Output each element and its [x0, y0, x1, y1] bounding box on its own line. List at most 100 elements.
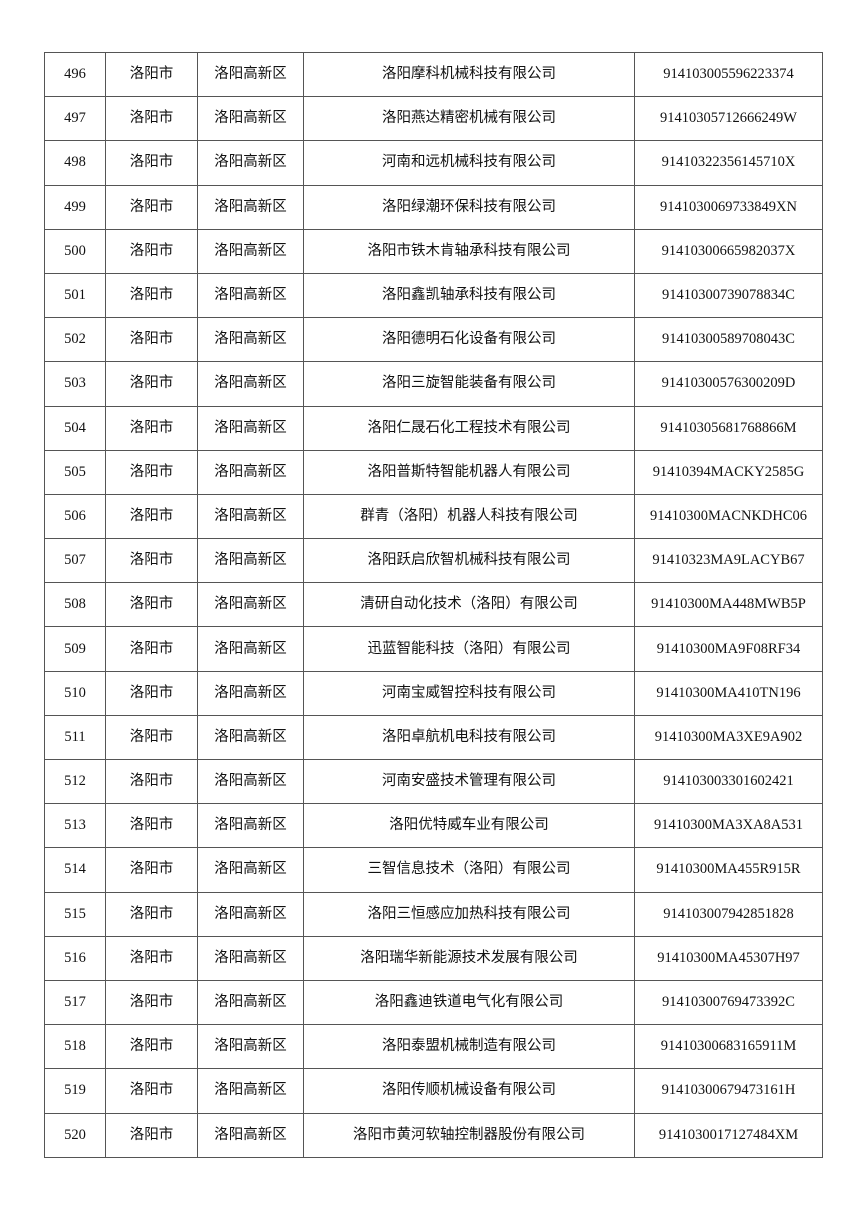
district-cell: 洛阳高新区	[197, 228, 304, 274]
district-cell: 洛阳高新区	[197, 361, 304, 407]
table-row: 518 洛阳市 洛阳高新区 洛阳泰盟机械制造有限公司 91410300683165911…	[44, 1024, 823, 1070]
city-cell: 洛阳市	[105, 361, 198, 407]
table-row: 506 洛阳市 洛阳高新区 群青（洛阳）机器人科技有限公司 91410300MACNKD…	[44, 493, 823, 540]
table-row: 510 洛阳市 洛阳高新区 河南宝威智控科技有限公司 91410300MA410TN19…	[44, 670, 823, 716]
table-row: 502 洛阳市 洛阳高新区 洛阳德明石化设备有限公司 91410300589708043…	[44, 317, 823, 363]
table-row: 508 洛阳市 洛阳高新区 清研自动化技术（洛阳）有限公司 91410300MA448M…	[44, 582, 823, 628]
row-number: 504	[44, 405, 106, 451]
district-cell: 洛阳高新区	[197, 626, 304, 672]
row-number: 509	[44, 626, 106, 672]
row-number: 503	[44, 361, 106, 407]
table-row: 498 洛阳市 洛阳高新区 河南和远机械科技有限公司 91410322356145710…	[44, 140, 823, 186]
company-name-cell: 洛阳三旋智能装备有限公司	[303, 361, 635, 407]
row-number: 510	[44, 670, 106, 716]
table-row: 501 洛阳市 洛阳高新区 洛阳鑫凯轴承科技有限公司 91410300739078834…	[44, 272, 823, 319]
row-number: 518	[44, 1024, 106, 1070]
credit-code-cell: 91410305712666249W	[634, 96, 823, 142]
district-cell: 洛阳高新区	[197, 891, 304, 937]
city-cell: 洛阳市	[105, 979, 198, 1026]
company-name-cell: 洛阳市黄河软轴控制器股份有限公司	[303, 1112, 635, 1158]
city-cell: 洛阳市	[105, 184, 198, 230]
table-row: 517 洛阳市 洛阳高新区 洛阳鑫迪铁道电气化有限公司 9141030076947339…	[44, 979, 823, 1026]
company-name-cell: 洛阳仁晟石化工程技术有限公司	[303, 405, 635, 451]
district-cell: 洛阳高新区	[197, 538, 304, 584]
table-row: 505 洛阳市 洛阳高新区 洛阳普斯特智能机器人有限公司 91410394MACKY25…	[44, 449, 823, 495]
district-cell: 洛阳高新区	[197, 1112, 304, 1158]
credit-code-cell: 91410300MA448MWB5P	[634, 582, 823, 628]
row-number: 515	[44, 891, 106, 937]
district-cell: 洛阳高新区	[197, 1024, 304, 1070]
company-name-cell: 洛阳泰盟机械制造有限公司	[303, 1024, 635, 1070]
city-cell: 洛阳市	[105, 626, 198, 672]
city-cell: 洛阳市	[105, 714, 198, 761]
company-name-cell: 河南和远机械科技有限公司	[303, 140, 635, 186]
city-cell: 洛阳市	[105, 96, 198, 142]
city-cell: 洛阳市	[105, 405, 198, 451]
table-row: 516 洛阳市 洛阳高新区 洛阳瑞华新能源技术发展有限公司 91410300MA4530…	[44, 935, 823, 981]
row-number: 520	[44, 1112, 106, 1158]
row-number: 497	[44, 96, 106, 142]
district-cell: 洛阳高新区	[197, 582, 304, 628]
district-cell: 洛阳高新区	[197, 1068, 304, 1114]
row-number: 514	[44, 847, 106, 893]
credit-code-cell: 91410322356145710X	[634, 140, 823, 186]
company-name-cell: 洛阳鑫凯轴承科技有限公司	[303, 272, 635, 319]
district-cell: 洛阳高新区	[197, 493, 304, 540]
city-cell: 洛阳市	[105, 1112, 198, 1158]
company-name-cell: 洛阳瑞华新能源技术发展有限公司	[303, 935, 635, 981]
city-cell: 洛阳市	[105, 140, 198, 186]
table-row: 500 洛阳市 洛阳高新区 洛阳市铁木肯轴承科技有限公司 914103006659820…	[44, 228, 823, 274]
company-name-cell: 洛阳普斯特智能机器人有限公司	[303, 449, 635, 495]
credit-code-cell: 91410394MACKY2585G	[634, 449, 823, 495]
row-number: 508	[44, 582, 106, 628]
city-cell: 洛阳市	[105, 891, 198, 937]
credit-code-cell: 91410300576300209D	[634, 361, 823, 407]
company-name-cell: 洛阳德明石化设备有限公司	[303, 317, 635, 363]
city-cell: 洛阳市	[105, 803, 198, 849]
company-name-cell: 洛阳卓航机电科技有限公司	[303, 714, 635, 761]
district-cell: 洛阳高新区	[197, 979, 304, 1026]
city-cell: 洛阳市	[105, 582, 198, 628]
city-cell: 洛阳市	[105, 1068, 198, 1114]
city-cell: 洛阳市	[105, 317, 198, 363]
row-number: 517	[44, 979, 106, 1026]
company-list-table: 496 洛阳市 洛阳高新区 洛阳摩科机械科技有限公司 91410300559622337…	[44, 51, 823, 1158]
company-name-cell: 清研自动化技术（洛阳）有限公司	[303, 582, 635, 628]
city-cell: 洛阳市	[105, 493, 198, 540]
row-number: 511	[44, 714, 106, 761]
credit-code-cell: 91410300739078834C	[634, 272, 823, 319]
table-row: 507 洛阳市 洛阳高新区 洛阳跃启欣智机械科技有限公司 91410323MA9LACY…	[44, 538, 823, 584]
district-cell: 洛阳高新区	[197, 803, 304, 849]
district-cell: 洛阳高新区	[197, 96, 304, 142]
city-cell: 洛阳市	[105, 228, 198, 274]
company-name-cell: 洛阳三恒感应加热科技有限公司	[303, 891, 635, 937]
row-number: 498	[44, 140, 106, 186]
table-row: 513 洛阳市 洛阳高新区 洛阳优特威车业有限公司 91410300MA3XA8A531	[44, 803, 823, 849]
credit-code-cell: 91410300683165911M	[634, 1024, 823, 1070]
city-cell: 洛阳市	[105, 670, 198, 716]
city-cell: 洛阳市	[105, 272, 198, 319]
table-row: 496 洛阳市 洛阳高新区 洛阳摩科机械科技有限公司 91410300559622337…	[44, 51, 823, 98]
table-row: 514 洛阳市 洛阳高新区 三智信息技术（洛阳）有限公司 91410300MA455R9…	[44, 847, 823, 893]
company-name-cell: 洛阳优特威车业有限公司	[303, 803, 635, 849]
company-name-cell: 迅蓝智能科技（洛阳）有限公司	[303, 626, 635, 672]
city-cell: 洛阳市	[105, 51, 198, 98]
credit-code-cell: 91410323MA9LACYB67	[634, 538, 823, 584]
table-row: 511 洛阳市 洛阳高新区 洛阳卓航机电科技有限公司 91410300MA3XE9A90…	[44, 714, 823, 761]
district-cell: 洛阳高新区	[197, 449, 304, 495]
row-number: 516	[44, 935, 106, 981]
credit-code-cell: 9141030017127484XM	[634, 1112, 823, 1158]
company-name-cell: 洛阳传顺机械设备有限公司	[303, 1068, 635, 1114]
credit-code-cell: 91410300MA410TN196	[634, 670, 823, 716]
company-name-cell: 河南宝威智控科技有限公司	[303, 670, 635, 716]
city-cell: 洛阳市	[105, 758, 198, 805]
table-row: 519 洛阳市 洛阳高新区 洛阳传顺机械设备有限公司 91410300679473161…	[44, 1068, 823, 1114]
row-number: 501	[44, 272, 106, 319]
credit-code-cell: 91410300MA45307H97	[634, 935, 823, 981]
row-number: 505	[44, 449, 106, 495]
credit-code-cell: 91410300MA3XA8A531	[634, 803, 823, 849]
city-cell: 洛阳市	[105, 847, 198, 893]
district-cell: 洛阳高新区	[197, 405, 304, 451]
company-name-cell: 洛阳绿潮环保科技有限公司	[303, 184, 635, 230]
company-name-cell: 洛阳燕达精密机械有限公司	[303, 96, 635, 142]
